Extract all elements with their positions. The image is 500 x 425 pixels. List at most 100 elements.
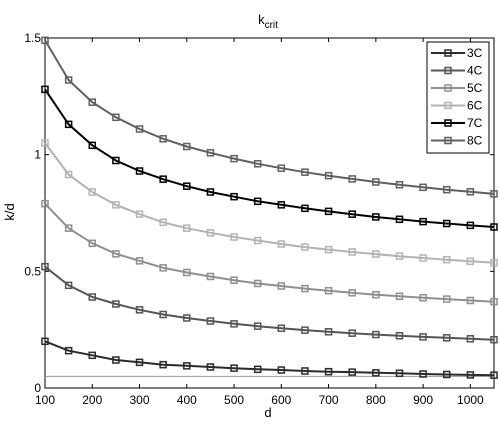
data-point-3C: [112, 356, 120, 364]
data-point-3C: [277, 366, 286, 374]
data-point-6C: [41, 139, 49, 147]
data-point-7C: [159, 175, 167, 183]
data-point-5C: [64, 224, 73, 232]
data-point-4C: [64, 281, 73, 290]
data-point-5C: [419, 293, 427, 302]
data-point-7C: [395, 215, 404, 224]
series-line-8C: [44, 39, 495, 195]
x-tick-label: 300: [130, 393, 150, 407]
data-point-5C: [206, 272, 215, 281]
data-point-3C: [159, 360, 167, 369]
data-point-8C: [419, 183, 427, 192]
data-point-6C: [112, 201, 120, 209]
data-point-5C: [230, 276, 238, 284]
data-point-7C: [41, 85, 49, 94]
data-point-4C: [324, 328, 333, 336]
plot-frame: [44, 37, 495, 389]
x-tick-label: 400: [177, 393, 197, 407]
data-point-3C: [324, 367, 333, 376]
data-point-7C: [64, 120, 73, 129]
x-tick-label: 800: [366, 393, 386, 407]
x-tick-label: 1000: [457, 393, 484, 407]
data-point-5C: [466, 296, 475, 305]
data-point-5C: [324, 286, 333, 295]
data-point-8C: [135, 125, 144, 133]
data-point-8C: [112, 113, 120, 122]
series-line-7C: [44, 88, 495, 228]
y-tick-label: 1: [34, 148, 41, 162]
data-point-8C: [206, 149, 215, 157]
data-point-6C: [372, 250, 380, 258]
data-point-6C: [419, 254, 427, 262]
data-point-3C: [135, 358, 144, 367]
data-point-3C: [490, 371, 498, 379]
data-point-6C: [206, 229, 215, 237]
legend-label-5C: 5C: [467, 81, 483, 95]
data-point-5C: [395, 292, 404, 301]
series-line-4C: [44, 265, 495, 341]
data-point-6C: [183, 224, 191, 232]
data-point-3C: [206, 363, 215, 371]
x-tick-label: 900: [413, 393, 433, 407]
data-point-4C: [206, 317, 215, 325]
data-point-8C: [230, 154, 238, 163]
series-line-3C: [44, 340, 495, 377]
data-point-6C: [490, 258, 498, 267]
data-point-5C: [159, 264, 167, 272]
data-point-6C: [253, 236, 262, 245]
data-point-8C: [372, 178, 380, 186]
legend-marker-7C: [444, 119, 452, 127]
data-point-7C: [206, 188, 215, 196]
data-point-8C: [64, 76, 73, 84]
x-tick-label: 700: [319, 393, 339, 407]
data-point-4C: [395, 331, 404, 340]
data-point-3C: [64, 346, 73, 355]
data-point-4C: [159, 310, 167, 319]
data-point-4C: [277, 324, 286, 333]
data-point-7C: [112, 156, 120, 165]
data-point-5C: [348, 289, 356, 297]
data-point-3C: [395, 369, 404, 378]
legend-marker-3C: [444, 49, 452, 57]
data-point-5C: [372, 290, 380, 299]
data-point-4C: [301, 326, 309, 334]
data-point-6C: [466, 257, 475, 266]
data-point-6C: [230, 233, 238, 241]
data-point-4C: [88, 293, 97, 301]
data-point-8C: [395, 181, 404, 189]
data-point-8C: [88, 98, 97, 106]
data-point-7C: [230, 192, 238, 201]
data-point-6C: [159, 218, 167, 227]
y-tick-label: 0.5: [24, 264, 41, 278]
data-point-6C: [324, 245, 333, 254]
data-point-7C: [324, 207, 333, 216]
data-point-4C: [112, 300, 120, 308]
data-point-4C: [135, 306, 144, 314]
x-axis-label: d: [264, 405, 271, 420]
x-tick-label: 200: [82, 393, 102, 407]
data-point-7C: [183, 182, 191, 190]
legend-marker-6C: [444, 101, 452, 110]
data-point-8C: [348, 175, 356, 183]
data-point-3C: [230, 364, 238, 372]
data-point-6C: [277, 240, 286, 248]
legend-marker-5C: [444, 84, 452, 92]
data-point-5C: [41, 199, 49, 208]
data-point-8C: [466, 188, 475, 196]
data-point-7C: [372, 213, 380, 221]
data-point-5C: [442, 295, 451, 303]
data-point-3C: [466, 371, 475, 379]
data-point-7C: [301, 204, 309, 213]
data-point-6C: [442, 255, 451, 264]
data-point-8C: [41, 36, 49, 45]
data-point-8C: [442, 185, 451, 194]
data-point-8C: [277, 164, 286, 172]
data-point-5C: [183, 268, 191, 277]
data-point-5C: [490, 297, 498, 306]
data-point-7C: [88, 141, 97, 150]
data-point-6C: [301, 243, 309, 251]
data-point-6C: [395, 252, 404, 260]
legend-label-6C: 6C: [467, 99, 483, 113]
data-point-3C: [442, 370, 451, 379]
